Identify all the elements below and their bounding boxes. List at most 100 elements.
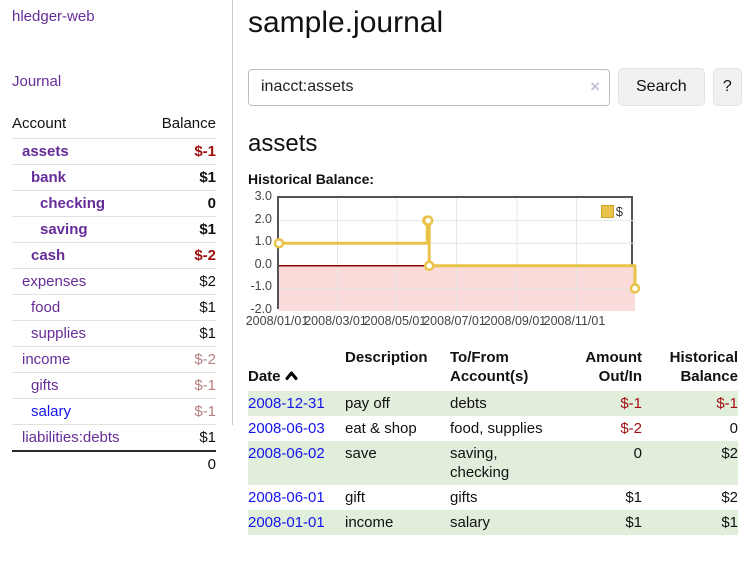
transaction-amount: $-1 <box>570 391 642 416</box>
transaction-amount: $1 <box>570 485 642 510</box>
x-axis-tick-label: 2008/03/01 <box>304 314 367 328</box>
transaction-date-link[interactable]: 2008-01-01 <box>248 514 325 531</box>
account-link-food[interactable]: food <box>31 299 60 316</box>
page-title: sample.journal <box>248 5 742 41</box>
balance-chart: 3.02.01.00.0-1.0-2.0 $ 2008/01/012008/03… <box>248 188 742 330</box>
account-balance: 0 <box>147 191 216 217</box>
transaction-balance: $1 <box>642 510 738 535</box>
account-link-saving[interactable]: saving <box>40 221 88 238</box>
chart-legend: $ <box>599 203 625 220</box>
account-row: gifts $-1 <box>12 373 216 399</box>
account-balance: $1 <box>147 425 216 452</box>
account-balance: $1 <box>147 217 216 243</box>
account-link-assets[interactable]: assets <box>22 143 69 160</box>
transaction-row: 2008-01-01incomesalary$1$1 <box>248 510 738 535</box>
accounts-table: Account Balance assets $-1 bank $1 checking 0… <box>12 111 216 477</box>
register-table: Date Description To/From Account(s) Amou… <box>248 346 738 535</box>
transaction-description: save <box>345 441 450 485</box>
account-link-checking[interactable]: checking <box>40 195 105 212</box>
transaction-date-link[interactable]: 2008-06-02 <box>248 445 325 462</box>
account-heading: assets <box>248 130 742 158</box>
app-title-link[interactable]: hledger-web <box>12 8 95 25</box>
date-cell: 2008-06-02 <box>248 441 345 485</box>
amount-column-header: Amount Out/In <box>570 346 642 391</box>
y-axis-tick-label: 3.0 <box>248 189 272 203</box>
sidebar-item-journal[interactable]: Journal <box>12 73 61 90</box>
accounts-column-header: To/From Account(s) <box>450 346 570 391</box>
account-balance: $1 <box>147 165 216 191</box>
transaction-balance: 0 <box>642 416 738 441</box>
transaction-accounts: salary <box>450 513 555 532</box>
date-cell: 2008-12-31 <box>248 391 345 416</box>
date-cell: 2008-06-01 <box>248 485 345 510</box>
search-input[interactable] <box>248 69 610 106</box>
chart-title: Historical Balance: <box>248 171 742 187</box>
account-link-expenses[interactable]: expenses <box>22 273 86 290</box>
chart-canvas <box>279 198 635 311</box>
account-balance: $-2 <box>147 347 216 373</box>
account-link-cash[interactable]: cash <box>31 247 65 264</box>
account-balance: $-2 <box>147 243 216 269</box>
x-axis-tick-label: 2008/07/01 <box>423 314 486 328</box>
transaction-row: 2008-06-02 savesaving, checking 0$2 <box>248 441 738 485</box>
account-link-income[interactable]: income <box>22 351 70 368</box>
transaction-amount: 0 <box>570 441 642 485</box>
chart-plot-area[interactable]: $ <box>277 196 633 309</box>
x-axis-tick-label: 2008/01/01 <box>246 314 309 328</box>
x-axis-tick-label: 2008/11/01 <box>544 314 606 328</box>
transaction-accounts: gifts <box>450 488 555 507</box>
search-bar: × Search ? <box>248 68 742 106</box>
balance-column-header: Balance <box>147 111 216 139</box>
account-row: salary $-1 <box>12 399 216 425</box>
accounts-total-value: 0 <box>147 451 216 477</box>
y-axis-tick-label: 2.0 <box>248 212 272 226</box>
accounts-total-row: 0 <box>12 451 216 477</box>
account-link-liabilities-debts[interactable]: liabilities:debts <box>22 429 120 446</box>
transaction-balance: $2 <box>642 441 738 485</box>
account-row: bank $1 <box>12 165 216 191</box>
account-column-header: Account <box>12 111 147 139</box>
account-balance: $-1 <box>147 139 216 165</box>
account-row: assets $-1 <box>12 139 216 165</box>
account-balance: $1 <box>147 321 216 347</box>
transaction-description: gift <box>345 485 450 510</box>
transaction-date-link[interactable]: 2008-06-03 <box>248 420 325 437</box>
transaction-accounts: debts <box>450 394 555 413</box>
account-row: food$1 <box>12 295 216 321</box>
account-row: income $-2 <box>12 347 216 373</box>
transaction-row: 2008-06-01 giftgifts $1$2 <box>248 485 738 510</box>
description-column-header: Description <box>345 346 450 391</box>
account-link-supplies[interactable]: supplies <box>31 325 86 342</box>
transaction-date-link[interactable]: 2008-12-31 <box>248 395 325 412</box>
account-link-salary[interactable]: salary <box>31 403 71 420</box>
account-row: cash $-2 <box>12 243 216 269</box>
transaction-balance: $2 <box>642 485 738 510</box>
account-balance: $-1 <box>147 373 216 399</box>
balance-column-header-register: Historical Balance <box>642 346 738 391</box>
account-row: liabilities:debts $1 <box>12 425 216 452</box>
transaction-amount: $1 <box>570 510 642 535</box>
account-row: checking 0 <box>12 191 216 217</box>
sort-ascending-icon <box>285 367 298 386</box>
transaction-description: eat & shop <box>345 416 450 441</box>
transaction-date-link[interactable]: 2008-06-01 <box>248 489 325 506</box>
y-axis-tick-label: 0.0 <box>248 257 272 271</box>
account-link-bank[interactable]: bank <box>31 169 66 186</box>
y-axis-tick-label: 1.0 <box>248 234 272 248</box>
account-balance: $-1 <box>147 399 216 425</box>
transaction-amount: $-2 <box>570 416 642 441</box>
register-header-row: Date Description To/From Account(s) Amou… <box>248 346 738 391</box>
date-cell: 2008-01-01 <box>248 510 345 535</box>
legend-swatch-icon <box>601 205 614 218</box>
transaction-balance: $-1 <box>642 391 738 416</box>
x-axis-tick-label: 2008/05/01 <box>364 314 427 328</box>
transaction-row: 2008-12-31 pay offdebts $-1$-1 <box>248 391 738 416</box>
transaction-accounts: saving, checking <box>450 444 555 482</box>
account-link-gifts[interactable]: gifts <box>31 377 59 394</box>
legend-label: $ <box>616 204 623 219</box>
help-button[interactable]: ? <box>713 68 742 106</box>
date-column-header: Date <box>248 346 345 391</box>
clear-search-icon[interactable]: × <box>590 77 600 97</box>
search-button[interactable]: Search <box>618 68 705 106</box>
transaction-description: pay off <box>345 391 450 416</box>
